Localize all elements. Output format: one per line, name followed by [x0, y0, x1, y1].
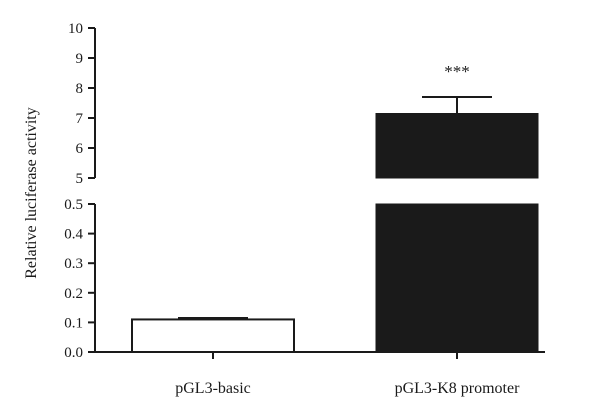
bar	[131, 318, 295, 354]
bars: ***	[131, 62, 539, 354]
y-tick-label: 8	[76, 81, 84, 97]
x-axis: pGL3-basic pGL3-K8 promoter	[95, 351, 545, 397]
y-tick-label: 0.4	[64, 227, 83, 243]
y-tick-label: 0.3	[64, 256, 83, 272]
y-axis: 5 6 7 8 9 10 0.0 0.1 0.2 0.3 0.4 0.5	[64, 21, 96, 361]
x-tick-label: pGL3-basic	[175, 380, 251, 397]
y-tick-label: 0.2	[64, 286, 83, 302]
y-axis-label: Relative luciferase activity	[23, 107, 40, 278]
y-tick-label: 6	[76, 141, 84, 157]
y-tick-label: 10	[68, 21, 83, 37]
y-tick-label: 0.0	[64, 345, 83, 361]
y-tick-label: 0.5	[64, 197, 83, 213]
bar-lower-segment	[375, 203, 539, 353]
significance-label: ***	[444, 62, 470, 81]
y-tick-label: 9	[76, 51, 84, 67]
y-tick-label: 7	[76, 111, 84, 127]
x-tick-label: pGL3-K8 promoter	[395, 380, 521, 397]
y-tick-label: 5	[76, 171, 84, 187]
y-tick-label: 0.1	[64, 315, 83, 331]
bar-upper-segment	[375, 113, 539, 179]
